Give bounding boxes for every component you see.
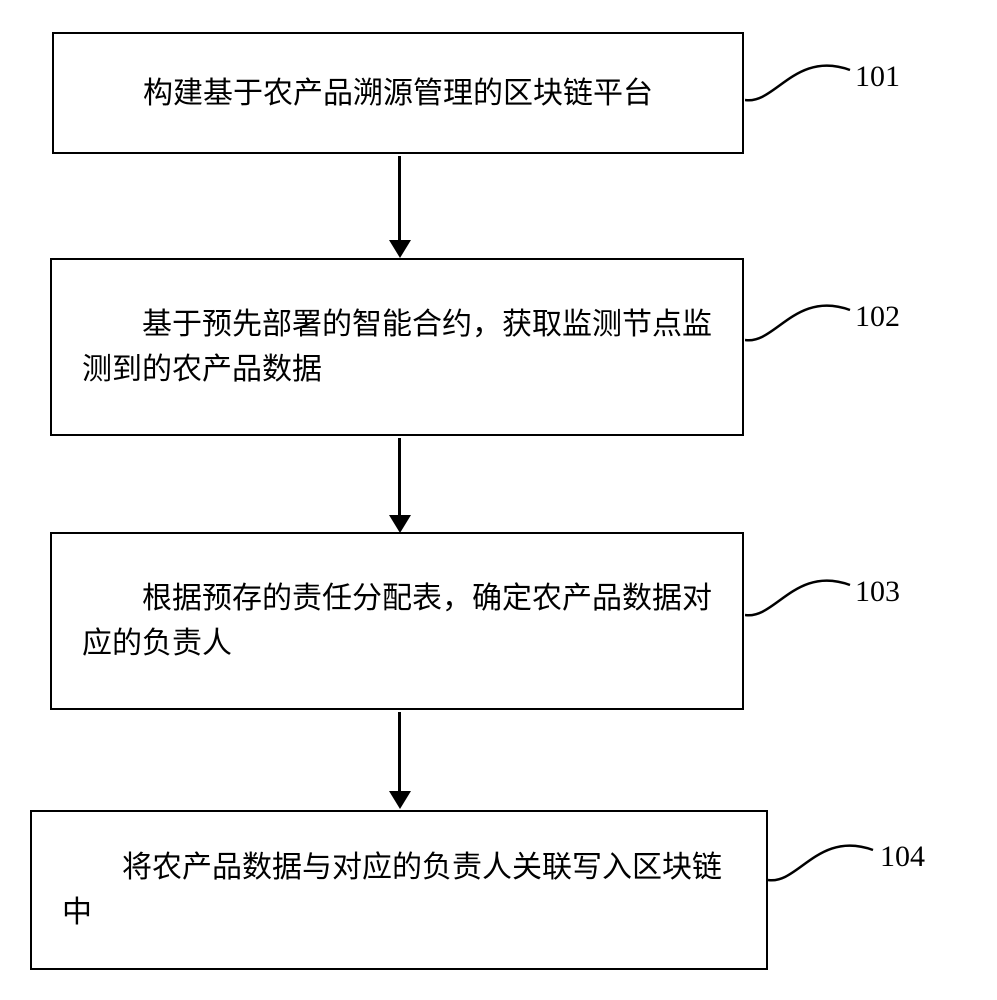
arrow-head-3-4 [389,791,411,809]
arrow-3-4 [398,712,401,792]
step-label-2: 102 [855,300,900,334]
arrow-head-1-2 [389,240,411,258]
step-label-1: 101 [855,60,900,94]
connector-4 [768,835,878,895]
flow-step-4-text: 将农产品数据与对应的负责人关联写入区块链中 [62,845,736,935]
flow-step-1-text: 构建基于农产品溯源管理的区块链平台 [143,71,653,116]
arrow-2-3 [398,438,401,516]
step-label-3: 103 [855,575,900,609]
arrow-1-2 [398,156,401,241]
step-label-4: 104 [880,840,925,874]
connector-3 [745,570,855,630]
connector-2 [745,295,855,355]
flow-step-2-text: 基于预先部署的智能合约，获取监测节点监测到的农产品数据 [82,302,712,392]
flow-step-2: 基于预先部署的智能合约，获取监测节点监测到的农产品数据 [50,258,744,436]
flow-step-1: 构建基于农产品溯源管理的区块链平台 [52,32,744,154]
flow-step-3: 根据预存的责任分配表，确定农产品数据对应的负责人 [50,532,744,710]
arrow-head-2-3 [389,515,411,533]
connector-1 [745,55,855,115]
flow-step-3-text: 根据预存的责任分配表，确定农产品数据对应的负责人 [82,576,712,666]
flowchart-container: 构建基于农产品溯源管理的区块链平台 101 基于预先部署的智能合约，获取监测节点… [0,0,997,1000]
flow-step-4: 将农产品数据与对应的负责人关联写入区块链中 [30,810,768,970]
